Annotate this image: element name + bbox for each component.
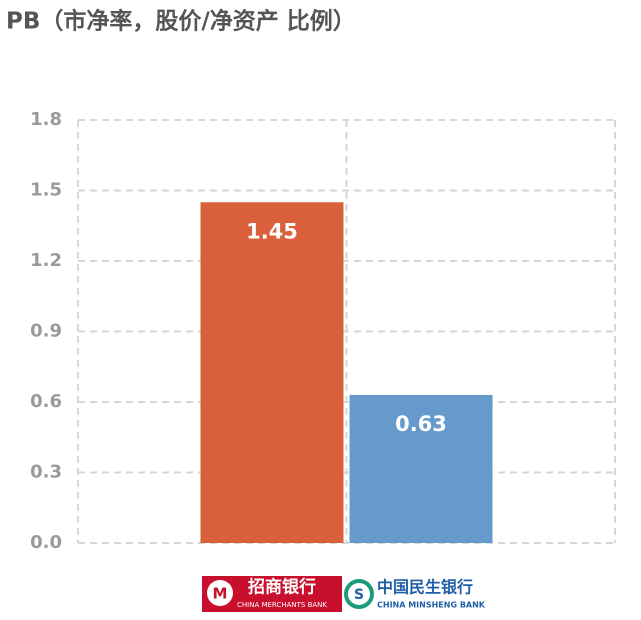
y-tick-label: 0.6 — [30, 391, 62, 412]
y-tick-label: 1.2 — [30, 250, 62, 271]
bar — [349, 394, 493, 543]
logo-icon-m: M — [213, 585, 228, 603]
value-label: 1.45 — [246, 219, 298, 243]
y-tick-label: 0.9 — [30, 321, 62, 342]
value-label: 0.63 — [395, 412, 447, 436]
logo-icon-s: S — [354, 587, 364, 603]
y-tick-label: 0.0 — [30, 532, 62, 553]
logo-icon — [207, 580, 233, 606]
category-label: 中国民生银行 — [377, 578, 473, 597]
bar — [200, 202, 344, 543]
category-logo: M 招商银行 CHINA MERCHANTS BANK — [202, 576, 342, 612]
logo-icon — [344, 579, 374, 609]
category-subtitle: CHINA MINSHENG BANK — [377, 601, 486, 610]
category-logo: S 中国民生银行 CHINA MINSHENG BANK — [344, 578, 486, 610]
y-tick-label: 0.3 — [30, 462, 62, 483]
chart-title: PB（市净率，股价/净资产 比例） — [6, 8, 356, 35]
category-subtitle: CHINA MERCHANTS BANK — [237, 601, 327, 609]
y-tick-label: 1.8 — [30, 109, 62, 130]
y-tick-label: 1.5 — [30, 180, 62, 201]
category-label: 招商银行 — [248, 577, 316, 598]
